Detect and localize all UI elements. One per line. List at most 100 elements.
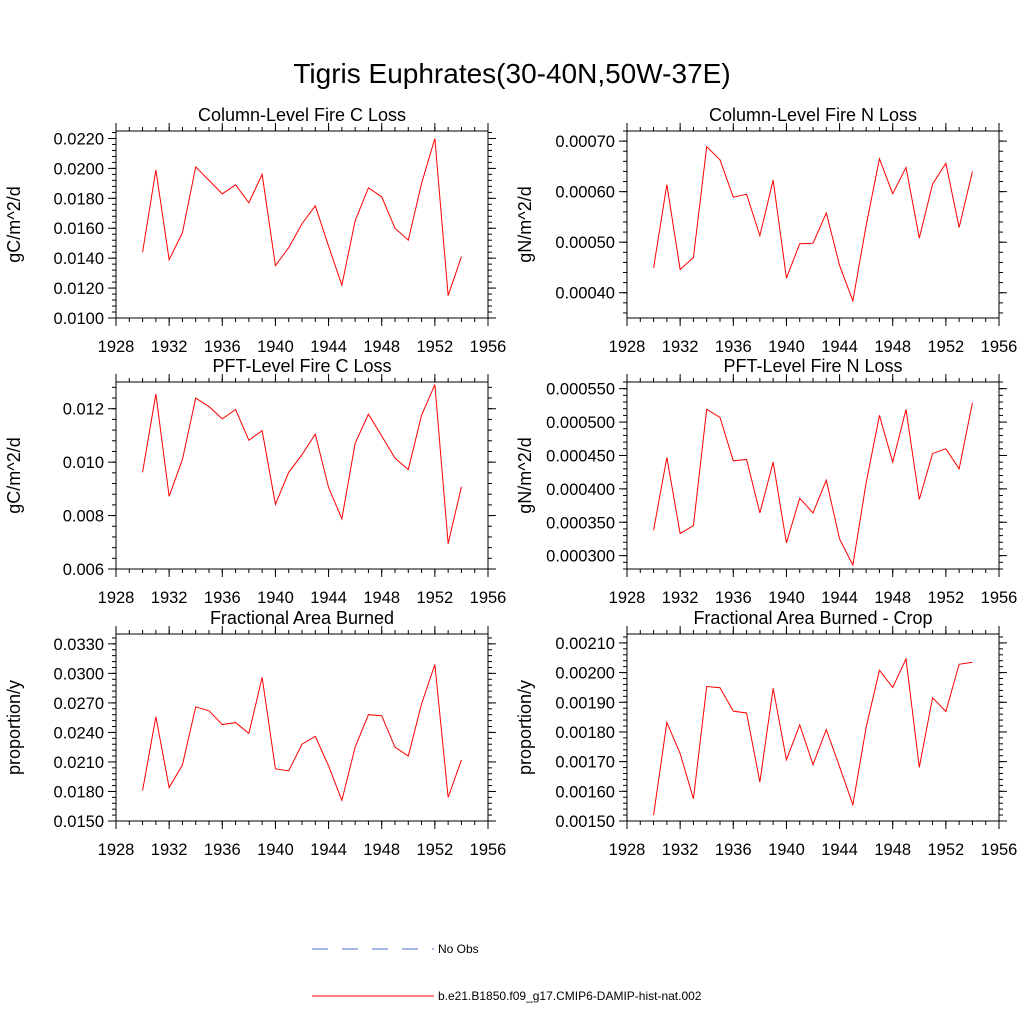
y-tick-label: 0.0150 [54, 813, 104, 831]
chart-panel-4: PFT-Level Fire N Loss gN/m^2/d 1928 1932 193… [515, 356, 1017, 607]
y-tick-label: 0.00150 [555, 813, 615, 831]
x-tick-label: 1956 [470, 841, 507, 859]
figure-title: Tigris Euphrates(30-40N,50W-37E) [293, 58, 730, 89]
x-tick-label: 1948 [874, 338, 911, 356]
y-axis-label: gN/m^2/d [515, 437, 535, 513]
y-axis-label: gC/m^2/d [4, 186, 24, 262]
x-tick-label: 1936 [715, 589, 752, 607]
x-tick-label: 1944 [310, 338, 347, 356]
x-tick-label: 1944 [821, 589, 858, 607]
y-tick-label: 0.000300 [546, 548, 615, 566]
panel-title: Column-Level Fire N Loss [709, 105, 917, 125]
x-tick-label: 1928 [609, 589, 646, 607]
y-tick-label: 0.00170 [555, 754, 615, 772]
y-axis-label: gN/m^2/d [515, 186, 535, 262]
x-tick-label: 1936 [204, 589, 241, 607]
x-tick-label: 1952 [927, 338, 964, 356]
y-tick-label: 0.010 [63, 454, 104, 472]
series-line [653, 145, 973, 303]
y-tick-label: 0.000450 [546, 447, 615, 465]
plot-frame [626, 381, 1000, 570]
y-tick-label: 0.00200 [555, 665, 615, 683]
panel-title: Column-Level Fire C Loss [198, 105, 406, 125]
plot-frame [115, 633, 489, 822]
chart-panel-2: Column-Level Fire N Loss gN/m^2/d 1928 1932… [515, 105, 1017, 356]
x-tick-label: 1940 [257, 338, 294, 356]
y-tick-label: 0.00210 [555, 635, 615, 653]
x-tick-label: 1936 [204, 338, 241, 356]
x-tick-label: 1944 [821, 841, 858, 859]
y-axis-label: proportion/y [515, 680, 535, 775]
y-tick-label: 0.0140 [54, 250, 104, 268]
x-tick-label: 1948 [363, 589, 400, 607]
panels: Column-Level Fire C Loss gC/m^2/d 1928 1932… [4, 105, 1017, 859]
y-tick-label: 0.000500 [546, 414, 615, 432]
y-tick-label: 0.0270 [54, 695, 104, 713]
x-tick-label: 1928 [609, 841, 646, 859]
x-tick-label: 1956 [470, 589, 507, 607]
x-tick-label: 1932 [662, 841, 699, 859]
chart-panel-1: Column-Level Fire C Loss gC/m^2/d 1928 1932… [4, 105, 506, 356]
chart-panel-5: Fractional Area Burned proportion/y 1928 19… [4, 608, 506, 859]
x-tick-label: 1936 [204, 841, 241, 859]
panel-title: PFT-Level Fire N Loss [723, 356, 902, 376]
x-tick-label: 1948 [363, 338, 400, 356]
y-tick-label: 0.006 [63, 561, 104, 579]
y-tick-label: 0.000350 [546, 514, 615, 532]
x-tick-label: 1952 [927, 841, 964, 859]
series-line [653, 657, 973, 816]
y-tick-label: 0.0160 [54, 220, 104, 238]
y-tick-label: 0.0200 [54, 160, 104, 178]
x-tick-label: 1948 [874, 589, 911, 607]
y-tick-label: 0.0120 [54, 280, 104, 298]
x-tick-label: 1932 [151, 338, 188, 356]
y-tick-label: 0.00060 [555, 184, 615, 202]
legend-label-model: b.e21.B1850.f09_g17.CMIP6-DAMIP-hist-nat… [438, 989, 702, 1003]
x-tick-label: 1948 [874, 841, 911, 859]
panel-title: PFT-Level Fire C Loss [212, 356, 391, 376]
x-tick-label: 1928 [98, 338, 135, 356]
x-tick-label: 1952 [416, 589, 453, 607]
x-tick-label: 1932 [662, 338, 699, 356]
x-tick-label: 1952 [416, 338, 453, 356]
x-tick-label: 1940 [768, 589, 805, 607]
x-tick-label: 1944 [821, 338, 858, 356]
y-tick-label: 0.00160 [555, 783, 615, 801]
y-tick-label: 0.0210 [54, 754, 104, 772]
x-tick-label: 1940 [768, 841, 805, 859]
x-tick-label: 1940 [257, 589, 294, 607]
series-line [142, 384, 462, 544]
y-axis-label: proportion/y [4, 680, 24, 775]
x-tick-label: 1928 [98, 589, 135, 607]
x-tick-label: 1932 [151, 589, 188, 607]
x-tick-label: 1932 [662, 589, 699, 607]
chart-panel-3: PFT-Level Fire C Loss gC/m^2/d 1928 1932 193… [4, 356, 506, 607]
y-tick-label: 0.0240 [54, 724, 104, 742]
series-line [653, 402, 973, 567]
y-tick-label: 0.0180 [54, 190, 104, 208]
y-tick-label: 0.00050 [555, 234, 615, 252]
y-tick-label: 0.0100 [54, 310, 104, 328]
series-line [142, 664, 462, 802]
x-tick-label: 1956 [981, 338, 1018, 356]
x-tick-label: 1956 [981, 589, 1018, 607]
x-tick-label: 1936 [715, 841, 752, 859]
y-tick-label: 0.0220 [54, 130, 104, 148]
y-axis-label: gC/m^2/d [4, 437, 24, 513]
chart-panel-6: Fractional Area Burned - Crop proportion/… [515, 608, 1017, 859]
x-tick-label: 1944 [310, 841, 347, 859]
y-tick-label: 0.00070 [555, 133, 615, 151]
x-tick-label: 1928 [98, 841, 135, 859]
panel-title: Fractional Area Burned - Crop [693, 608, 932, 628]
x-tick-label: 1948 [363, 841, 400, 859]
plot-frame [626, 130, 1000, 319]
x-tick-label: 1944 [310, 589, 347, 607]
plot-frame [626, 633, 1000, 822]
x-tick-label: 1956 [981, 841, 1018, 859]
y-tick-label: 0.000400 [546, 481, 615, 499]
x-tick-label: 1936 [715, 338, 752, 356]
plot-frame [115, 381, 489, 570]
legend: No Obs b.e21.B1850.f09_g17.CMIP6-DAMIP-h… [312, 942, 702, 1003]
x-tick-label: 1940 [257, 841, 294, 859]
